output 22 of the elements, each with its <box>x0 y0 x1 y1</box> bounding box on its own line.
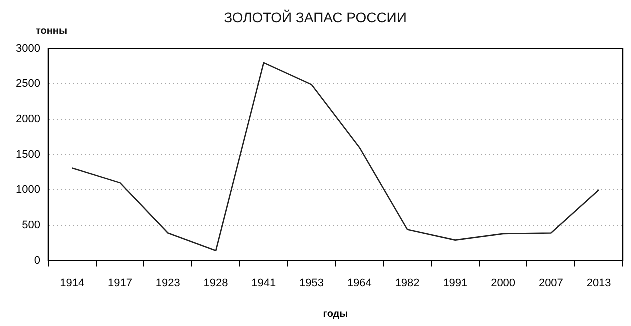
y-tick-label: 0 <box>34 254 40 267</box>
x-tick-label: 2000 <box>491 277 516 290</box>
x-tick-label: 1982 <box>395 277 420 290</box>
y-axis-title: тонны <box>36 26 68 37</box>
x-tick-label: 1928 <box>204 277 228 290</box>
x-tick-label: 1964 <box>347 277 372 290</box>
y-tick-label: 2000 <box>16 114 40 126</box>
x-axis-title: годы <box>323 308 348 320</box>
x-tick-label: 2007 <box>538 277 564 290</box>
y-tick-label: 500 <box>22 220 40 232</box>
x-tick-label: 1941 <box>252 277 276 290</box>
y-tick-label: 1500 <box>16 148 40 161</box>
x-tick-label: 2013 <box>586 277 612 290</box>
x-tick-label: 1917 <box>108 277 133 290</box>
x-tick-label: 1991 <box>443 277 468 290</box>
x-tick-label: 1914 <box>60 277 85 290</box>
x-tick-label: 1953 <box>300 277 324 290</box>
y-tick-label: 1000 <box>16 184 40 196</box>
y-tick-label: 2500 <box>16 78 40 90</box>
y-tick-label: 3000 <box>16 42 40 55</box>
chart-title: ЗОЛОТОЙ ЗАПАС РОССИИ <box>224 9 407 26</box>
x-tick-label: 1923 <box>156 277 180 290</box>
